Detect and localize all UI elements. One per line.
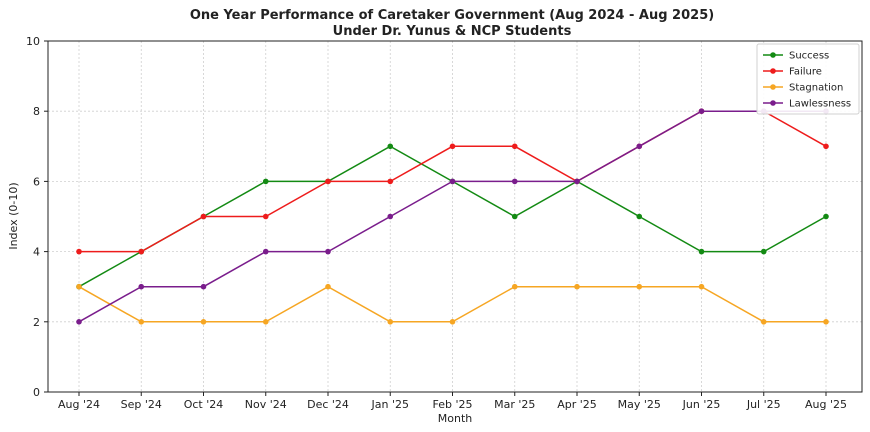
x-tick-label: Sep '24	[121, 398, 162, 411]
data-point-stagnation	[823, 319, 829, 325]
data-point-failure	[76, 248, 82, 255]
y-tick-label: 4	[33, 246, 40, 259]
x-tick-label: Apr '25	[557, 398, 597, 411]
gridlines	[48, 40, 862, 393]
legend-marker-lawlessness	[770, 100, 776, 106]
data-point-failure	[138, 248, 145, 255]
data-point-stagnation	[449, 319, 456, 325]
x-tick-label: Aug '24	[58, 398, 100, 411]
y-tick-label: 10	[26, 35, 40, 48]
data-point-stagnation	[262, 319, 269, 325]
data-point-success	[760, 248, 767, 255]
data-point-failure	[325, 178, 331, 185]
data-point-failure	[511, 143, 518, 150]
data-point-stagnation	[387, 319, 394, 325]
data-point-lawlessness	[636, 143, 643, 150]
data-point-lawlessness	[262, 248, 269, 255]
x-tick-label: Jan '25	[371, 398, 409, 411]
x-tick-label: Mar '25	[494, 398, 535, 411]
legend-label-failure: Failure	[789, 67, 822, 78]
x-tick-label: Jul '25	[746, 398, 781, 411]
x-tick-label: May '25	[618, 398, 661, 411]
data-point-lawlessness	[387, 213, 394, 220]
data-point-failure	[200, 213, 207, 220]
series-lines	[76, 108, 829, 325]
data-point-lawlessness	[449, 178, 456, 185]
data-point-lawlessness	[698, 108, 705, 114]
data-point-stagnation	[325, 283, 331, 290]
data-point-success	[698, 248, 705, 255]
legend-marker-stagnation	[770, 84, 776, 90]
data-point-failure	[262, 213, 269, 220]
y-tick-label: 0	[33, 386, 40, 399]
data-point-failure	[823, 143, 829, 150]
y-axis-ticks: 0 2 4 6 8 10	[26, 35, 48, 399]
data-point-lawlessness	[325, 248, 331, 255]
y-tick-label: 2	[33, 316, 40, 329]
data-point-lawlessness	[511, 178, 518, 185]
legend-label-stagnation: Stagnation	[789, 83, 843, 94]
data-point-stagnation	[138, 319, 145, 325]
data-point-success	[511, 213, 518, 220]
y-tick-label: 8	[33, 105, 40, 118]
data-point-failure	[449, 143, 456, 150]
chart-subtitle: Under Dr. Yunus & NCP Students	[333, 24, 572, 39]
series-line-stagnation	[78, 285, 826, 323]
legend: Success Failure Stagnation Lawlessness	[756, 43, 860, 115]
data-point-stagnation	[636, 283, 643, 290]
x-tick-label: Dec '24	[307, 398, 349, 411]
legend-label-success: Success	[789, 51, 829, 62]
data-point-success	[387, 143, 394, 150]
plot-frame	[47, 40, 863, 393]
x-axis-label: Month	[438, 412, 473, 425]
x-tick-label: Aug '25	[805, 398, 847, 411]
legend-box	[756, 43, 860, 115]
data-point-lawlessness	[76, 319, 82, 325]
data-point-success	[262, 178, 269, 185]
chart-title: One Year Performance of Caretaker Govern…	[190, 8, 714, 23]
data-point-stagnation	[574, 283, 580, 290]
data-point-lawlessness	[200, 283, 207, 290]
data-point-stagnation	[76, 283, 82, 290]
data-point-stagnation	[760, 319, 767, 325]
data-point-lawlessness	[138, 283, 145, 290]
legend-marker-success	[770, 52, 776, 58]
data-point-stagnation	[200, 319, 207, 325]
data-point-lawlessness	[574, 178, 580, 185]
y-axis-label: Index (0-10)	[7, 182, 20, 249]
x-tick-label: Nov '24	[245, 398, 287, 411]
legend-label-lawlessness: Lawlessness	[789, 99, 851, 110]
legend-marker-failure	[770, 68, 776, 74]
data-point-stagnation	[698, 283, 705, 290]
x-tick-label: Oct '24	[184, 398, 224, 411]
data-point-failure	[387, 178, 394, 185]
x-axis-ticks: Aug '24 Sep '24 Oct '24 Nov '24 Dec '24 Jan '…	[58, 392, 847, 411]
x-tick-label: Jun '25	[682, 398, 721, 411]
data-point-success	[636, 213, 643, 220]
data-point-stagnation	[511, 283, 518, 290]
data-point-success	[823, 213, 829, 220]
x-tick-label: Feb '25	[433, 398, 473, 411]
y-tick-label: 6	[33, 175, 40, 188]
